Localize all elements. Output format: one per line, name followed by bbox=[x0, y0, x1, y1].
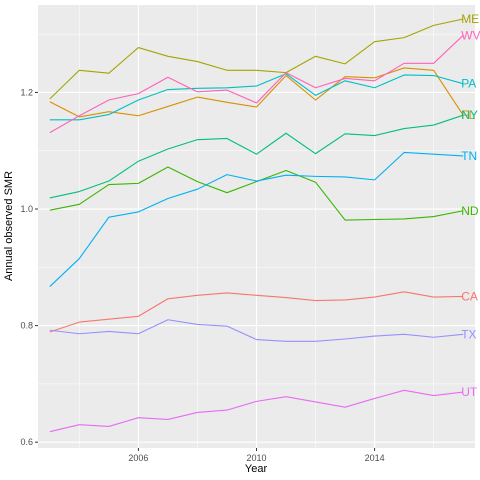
y-axis: 0.6 0.8 1.0 1.2 bbox=[20, 87, 38, 447]
x-tick-label: 2010 bbox=[246, 453, 266, 463]
series-label-fl: FL bbox=[461, 108, 475, 122]
y-tick-label: 0.8 bbox=[20, 321, 33, 331]
series-line-ny bbox=[49, 114, 464, 199]
x-tick-label: 2006 bbox=[128, 453, 148, 463]
series-line-pa bbox=[49, 73, 464, 121]
series-lines bbox=[49, 18, 464, 433]
series-line-wv bbox=[49, 34, 464, 134]
x-axis-title: Year bbox=[245, 463, 268, 475]
series-line-tn bbox=[49, 151, 464, 287]
series-label-nd: ND bbox=[461, 204, 479, 218]
series-line-ca bbox=[49, 291, 464, 333]
x-tick-label: 2014 bbox=[365, 453, 385, 463]
series-line-fl bbox=[49, 67, 464, 118]
series-line-ut bbox=[49, 389, 464, 433]
major-grid bbox=[38, 5, 475, 448]
series-line-tx bbox=[49, 319, 464, 342]
series-line-nd bbox=[49, 166, 464, 221]
series-label-ut: UT bbox=[461, 385, 478, 399]
series-label-tx: TX bbox=[461, 327, 476, 341]
series-label-wv: WV bbox=[461, 28, 480, 42]
series-line-me bbox=[49, 18, 464, 100]
series-label-pa: PA bbox=[461, 77, 476, 91]
y-tick-label: 0.6 bbox=[20, 437, 33, 447]
series-label-tn: TN bbox=[461, 149, 477, 163]
y-axis-title: Annual observed SMR bbox=[3, 171, 15, 281]
y-tick-label: 1.2 bbox=[20, 87, 33, 97]
x-axis: 2006 2010 2014 bbox=[128, 448, 385, 463]
series-label-ca: CA bbox=[461, 289, 478, 303]
series-label-ny: NY bbox=[461, 108, 478, 122]
series-label-me: ME bbox=[461, 12, 479, 26]
series-labels: CA FL ME ND NY PA TN TX UT WV bbox=[461, 12, 480, 399]
y-tick-label: 1.0 bbox=[20, 204, 33, 214]
